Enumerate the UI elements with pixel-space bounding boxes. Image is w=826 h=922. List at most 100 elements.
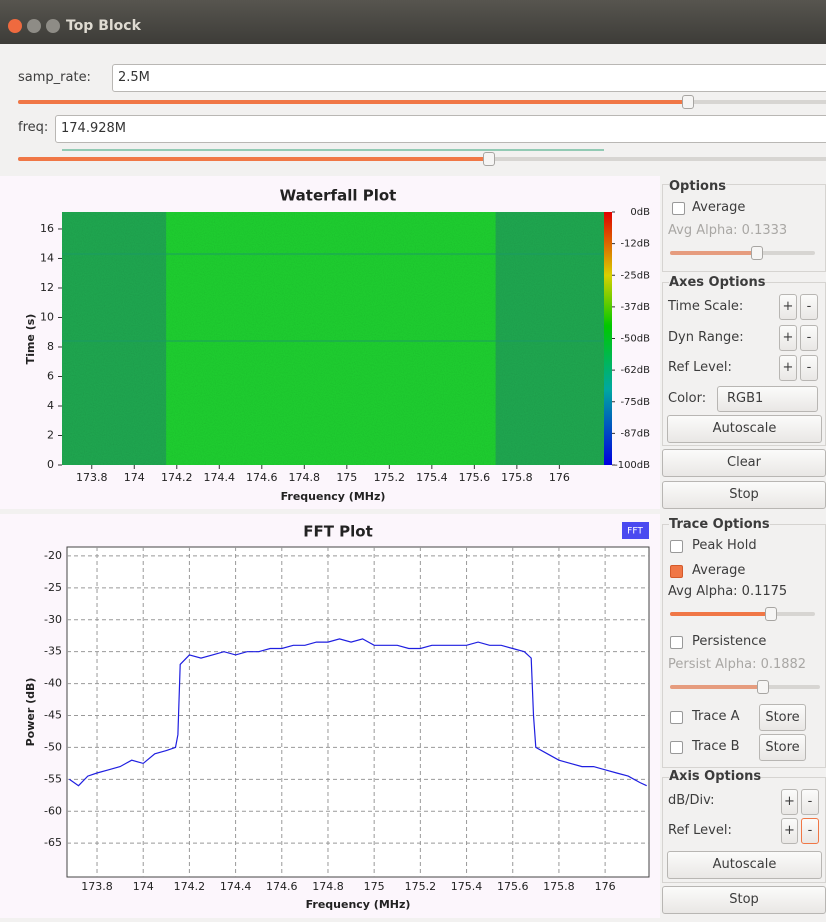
- y-tick-label: 10: [40, 310, 54, 323]
- colorbar: [604, 212, 612, 465]
- x-tick-label: 174: [133, 880, 154, 893]
- waterfall-ylabel: Time (s): [24, 314, 37, 365]
- x-tick-label: 175.8: [543, 880, 575, 893]
- y-tick-label: 16: [40, 222, 54, 235]
- plus-button[interactable]: +: [781, 789, 798, 815]
- x-tick-label: 174.8: [312, 880, 344, 893]
- plus-button[interactable]: +: [781, 818, 798, 844]
- title-bar: [0, 0, 826, 44]
- stop-button[interactable]: Stop: [662, 886, 826, 914]
- y-tick-label: -45: [44, 709, 62, 722]
- checkbox-label: Peak Hold: [692, 538, 757, 553]
- y-tick-label: 0: [47, 458, 54, 471]
- x-tick-label: 175: [336, 471, 357, 484]
- y-tick-label: 2: [47, 428, 54, 441]
- plus-button[interactable]: +: [779, 355, 797, 381]
- control-label: samp_rate:: [18, 70, 91, 85]
- x-tick-label: 175.2: [374, 471, 406, 484]
- minus-button[interactable]: -: [800, 294, 818, 320]
- minus-button[interactable]: -: [801, 789, 819, 815]
- autoscale-button[interactable]: Autoscale: [667, 851, 822, 879]
- checkbox[interactable]: [670, 711, 683, 724]
- y-tick-label: -20: [44, 549, 62, 562]
- checkbox-label: Persistence: [692, 634, 767, 649]
- colorbar-label: -50dB: [620, 334, 650, 345]
- slider-handle[interactable]: [682, 95, 694, 109]
- y-tick-label: -65: [44, 836, 62, 849]
- option-label: dB/Div:: [668, 793, 715, 808]
- slider-fill: [18, 157, 489, 161]
- control-label: freq:: [18, 120, 49, 135]
- checkbox[interactable]: [672, 202, 685, 215]
- x-tick-label: 175: [364, 880, 385, 893]
- store-button[interactable]: Store: [759, 734, 806, 761]
- autoscale-button[interactable]: Autoscale: [667, 415, 822, 443]
- plus-button[interactable]: +: [779, 294, 797, 320]
- clear-button[interactable]: Clear: [662, 449, 826, 477]
- x-tick-label: 176: [595, 880, 616, 893]
- minus-button[interactable]: -: [800, 355, 818, 381]
- minus-button[interactable]: -: [801, 818, 819, 844]
- color-select[interactable]: RGB1: [717, 386, 818, 412]
- waterfall-title: Waterfall Plot: [280, 187, 397, 205]
- option-label: Color:: [668, 391, 707, 406]
- checkbox-label: Trace A: [692, 709, 740, 724]
- colorbar-label: -37dB: [620, 302, 650, 313]
- x-tick-label: 175.2: [405, 880, 437, 893]
- legend-swatch: [622, 522, 649, 539]
- x-tick-label: 174: [124, 471, 145, 484]
- colorbar-label: 0dB: [630, 207, 650, 218]
- plus-button[interactable]: +: [779, 325, 797, 351]
- slider-fill: [670, 685, 763, 689]
- y-tick-label: -60: [44, 804, 62, 817]
- waterfall-xlabel: Frequency (MHz): [281, 490, 386, 503]
- x-tick-label: 173.8: [76, 471, 108, 484]
- slider-handle[interactable]: [483, 152, 495, 166]
- slider-handle[interactable]: [751, 246, 763, 260]
- close-button[interactable]: [8, 19, 22, 33]
- store-button[interactable]: Store: [759, 704, 806, 731]
- x-tick-label: 174.4: [220, 880, 252, 893]
- window-title: Top Block: [66, 18, 141, 34]
- slider-fill: [670, 251, 757, 255]
- colorbar-label: -12dB: [620, 239, 650, 250]
- option-label: Ref Level:: [668, 360, 732, 375]
- y-tick-label: -35: [44, 645, 62, 658]
- fft-ylabel: Power (dB): [24, 678, 37, 747]
- checkbox[interactable]: [670, 540, 683, 553]
- option-label: Time Scale:: [668, 299, 744, 314]
- group-heading: Axis Options: [669, 769, 762, 785]
- x-tick-label: 174.2: [161, 471, 193, 484]
- x-tick-label: 175.8: [501, 471, 533, 484]
- checkbox[interactable]: [670, 741, 683, 754]
- alpha-label: Persist Alpha: 0.1882: [668, 657, 807, 672]
- y-tick-label: 4: [47, 399, 54, 412]
- x-tick-label: 173.8: [81, 880, 113, 893]
- y-tick-label: -30: [44, 613, 62, 626]
- x-tick-label: 174.6: [266, 880, 298, 893]
- x-tick-label: 175.4: [416, 471, 448, 484]
- y-tick-label: 8: [47, 340, 54, 353]
- slider-handle[interactable]: [765, 607, 777, 621]
- maximize-button[interactable]: [46, 19, 60, 33]
- option-label: Ref Level:: [668, 823, 732, 838]
- minus-button[interactable]: -: [800, 325, 818, 351]
- checkbox[interactable]: [670, 636, 683, 649]
- waterfall-noise: [62, 212, 604, 465]
- slider-handle[interactable]: [757, 680, 769, 694]
- checkbox-checked[interactable]: [670, 565, 683, 578]
- colorbar-label: -100dB: [614, 460, 650, 471]
- text-field[interactable]: 174.928M: [55, 115, 826, 143]
- colorbar-label: -87dB: [620, 428, 650, 439]
- stop-button[interactable]: Stop: [662, 481, 826, 509]
- minimize-button[interactable]: [27, 19, 41, 33]
- y-tick-label: -25: [44, 581, 62, 594]
- colorbar-label: -75dB: [620, 397, 650, 408]
- legend-label: FFT: [627, 527, 643, 537]
- checkbox-label: Average: [692, 563, 746, 578]
- y-tick-label: 12: [40, 281, 54, 294]
- text-field[interactable]: 2.5M: [112, 64, 826, 92]
- alpha-label: Avg Alpha: 0.1175: [668, 584, 788, 599]
- fft-xlabel: Frequency (MHz): [306, 898, 411, 911]
